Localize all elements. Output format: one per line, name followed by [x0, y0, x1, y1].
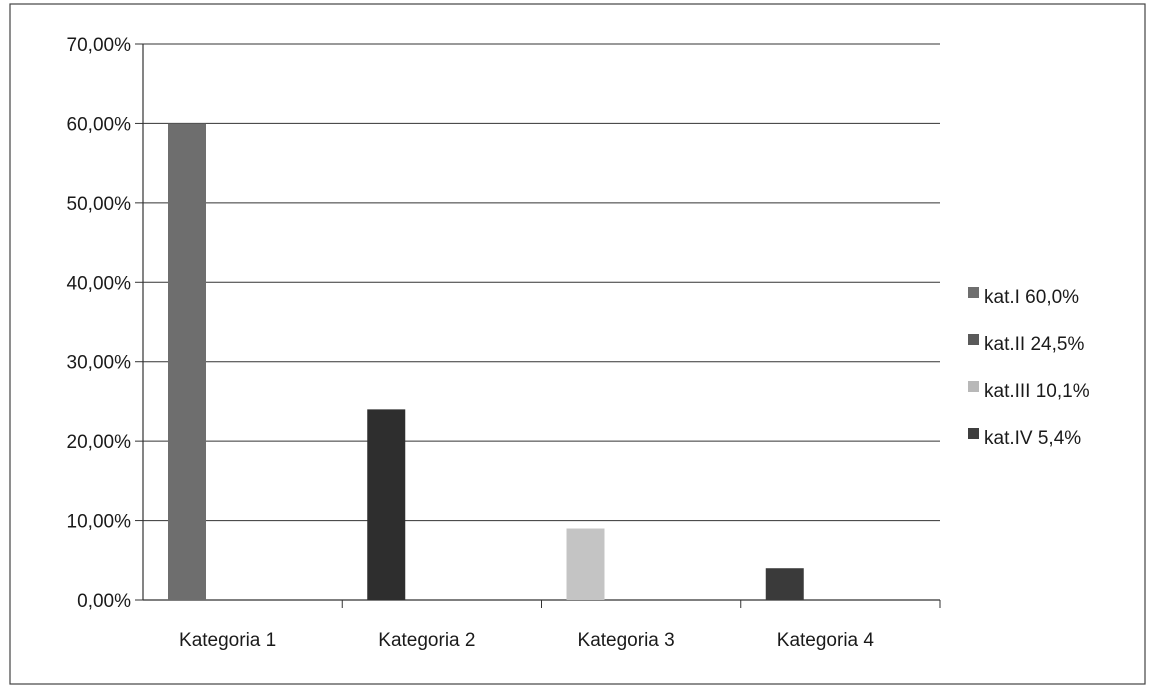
legend-label: kat.III 10,1% [984, 381, 1090, 402]
y-tick-label: 50,00% [67, 194, 132, 215]
y-tick-labels: 0,00% 10,00% 20,00% 30,00% 40,00% 50,00% 60,00… [67, 35, 132, 612]
bars [168, 123, 804, 600]
y-tick-label: 70,00% [67, 35, 132, 56]
y-tick-label: 10,00% [67, 512, 132, 533]
y-tick-label: 60,00% [67, 114, 132, 135]
x-tick-label: Kategoria 4 [777, 630, 875, 651]
legend-label: kat.IV 5,4% [984, 428, 1081, 449]
legend-label: kat.I 60,0% [984, 287, 1079, 308]
legend-label: kat.II 24,5% [984, 334, 1084, 355]
legend-swatch [968, 334, 979, 345]
y-tick-label: 40,00% [67, 273, 132, 294]
x-tick-label: Kategoria 1 [179, 630, 276, 651]
x-tick-label: Kategoria 2 [378, 630, 475, 651]
x-tick-label: Kategoria 3 [578, 630, 675, 651]
bar-4 [765, 568, 804, 600]
y-tick-label: 0,00% [77, 591, 131, 612]
bar-3 [566, 528, 605, 600]
axes [135, 43, 941, 608]
y-tick-label: 20,00% [67, 432, 132, 453]
bar-1 [168, 123, 206, 600]
legend-swatch [968, 287, 979, 298]
legend-swatch [968, 428, 979, 439]
legend: kat.I 60,0% kat.II 24,5% kat.III 10,1% kat.… [968, 287, 1090, 449]
chart-border [9, 3, 1146, 685]
bar-2 [367, 409, 406, 600]
gridlines [143, 43, 940, 522]
x-tick-labels: Kategoria 1 Kategoria 2 Kategoria 3 Kategor… [179, 630, 874, 651]
y-tick-label: 30,00% [67, 353, 132, 374]
legend-swatch [968, 381, 979, 392]
